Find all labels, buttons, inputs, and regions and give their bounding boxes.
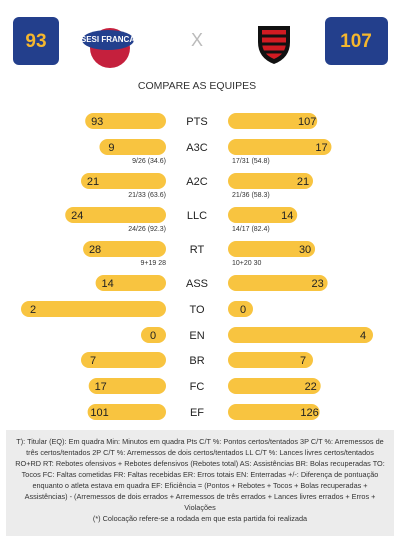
away-bar <box>228 301 253 317</box>
home-score-box <box>13 17 59 65</box>
away-value: 0 <box>240 304 246 316</box>
away-detail: 14/17 (82.4) <box>232 226 270 233</box>
away-value: 23 <box>311 278 323 290</box>
home-bar <box>95 275 166 291</box>
away-detail: 17/31 (54.8) <box>232 158 270 165</box>
stat-label: PTS <box>186 116 207 128</box>
home-value: 14 <box>101 278 113 290</box>
stat-label: RT <box>190 244 205 256</box>
home-bar <box>141 327 166 343</box>
away-score-box <box>325 17 388 65</box>
away-bar <box>228 327 373 343</box>
section-title: COMPARE AS EQUIPES <box>138 80 256 92</box>
home-detail: 24/26 (92.3) <box>128 226 166 233</box>
stat-label: FC <box>190 381 205 393</box>
away-bar <box>228 207 298 223</box>
versus: X <box>191 30 203 50</box>
home-bar <box>65 207 166 223</box>
home-bar <box>21 301 166 317</box>
home-value: 101 <box>90 407 108 419</box>
home-value: 93 <box>91 116 103 128</box>
home-value: 0 <box>150 330 156 342</box>
home-bar <box>81 173 166 189</box>
away-value: 107 <box>298 116 316 128</box>
home-value: 9 <box>108 142 114 154</box>
stat-label: BR <box>189 355 204 367</box>
away-detail: 21/36 (58.3) <box>232 192 270 199</box>
home-value: 21 <box>87 176 99 188</box>
home-score: 93 <box>25 31 46 52</box>
away-bar <box>228 378 321 394</box>
home-value: 17 <box>95 381 107 393</box>
away-bar <box>228 275 328 291</box>
home-bar <box>85 113 166 129</box>
home-detail: 9/26 (34.6) <box>132 158 166 165</box>
home-detail: 9+19 28 <box>141 260 167 267</box>
home-logo: SESI FRANCA <box>81 28 135 68</box>
legend: T): Titular (EQ): Em quadra Min: Minutos… <box>15 437 385 512</box>
home-bar <box>88 378 166 394</box>
home-value: 24 <box>71 210 83 222</box>
away-value: 21 <box>297 176 309 188</box>
home-value: 28 <box>89 244 101 256</box>
away-bar <box>228 404 320 420</box>
away-bar <box>228 352 313 368</box>
home-value: 2 <box>30 304 36 316</box>
away-bar <box>228 139 332 155</box>
stat-label: A3C <box>186 142 207 154</box>
home-bar <box>99 139 166 155</box>
away-logo <box>258 26 290 64</box>
away-detail: 10+20 30 <box>232 260 261 267</box>
stat-label: ASS <box>186 278 208 290</box>
home-bar <box>87 404 166 420</box>
away-value: 7 <box>300 355 306 367</box>
away-bar <box>228 241 316 257</box>
home-logo-text: SESI FRANCA <box>81 35 135 44</box>
away-value: 126 <box>300 407 318 419</box>
away-value: 17 <box>315 142 327 154</box>
stat-label: EF <box>190 407 204 419</box>
away-bar <box>228 173 313 189</box>
away-value: 22 <box>305 381 317 393</box>
stat-label: A2C <box>186 176 207 188</box>
away-value: 14 <box>281 210 293 222</box>
stat-label: TO <box>189 304 205 316</box>
footnote: T): Titular (EQ): Em quadra Min: Minutos… <box>6 430 394 536</box>
away-score: 107 <box>340 31 372 52</box>
home-value: 7 <box>90 355 96 367</box>
stat-label: EN <box>189 330 204 342</box>
away-value: 30 <box>299 244 311 256</box>
home-bar <box>83 241 166 257</box>
ranking-note: (*) Colocação refere-se a rodada em que … <box>92 514 308 523</box>
home-detail: 21/33 (63.6) <box>128 192 166 199</box>
stat-label: LLC <box>187 210 207 222</box>
home-bar <box>81 352 166 368</box>
away-value: 4 <box>360 330 366 342</box>
away-bar <box>228 113 318 129</box>
comparison: 93 SESI FRANCA X 107 COMPARE AS EQUIPES … <box>13 17 388 420</box>
